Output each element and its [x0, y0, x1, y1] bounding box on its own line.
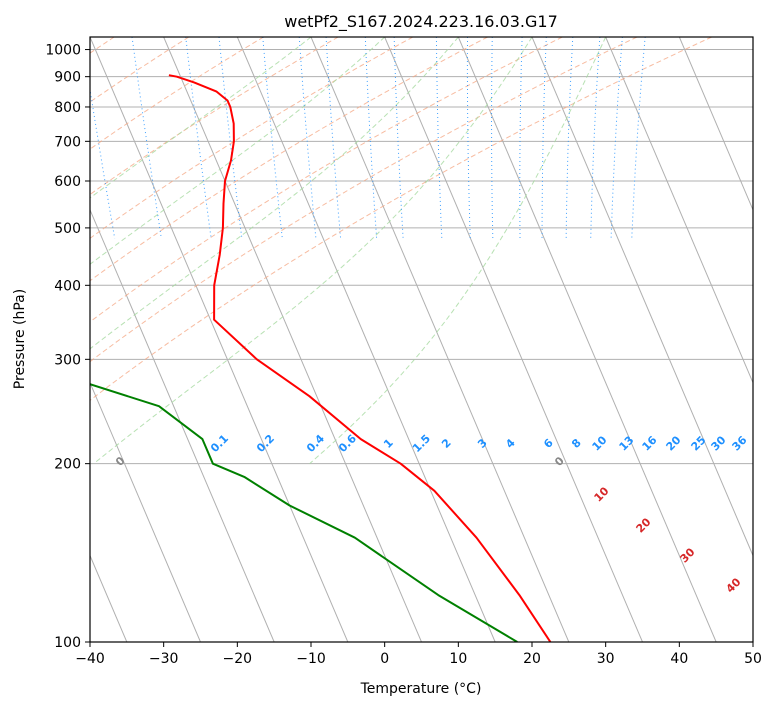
- dry-adiabat-line: [90, 37, 264, 150]
- mixing-ratio-label: 1: [381, 436, 396, 451]
- moist-adiabat-label: 30: [678, 545, 698, 565]
- trace-layer: [90, 74, 552, 642]
- mixing-ratio-label: 0.2: [254, 432, 277, 455]
- mixing-ratio-line: [90, 86, 116, 239]
- isotherm-gridline: [752, 37, 753, 39]
- isotherm-gridline: [163, 37, 422, 642]
- isotherm-gridline: [457, 37, 717, 642]
- dry-adiabat-line: [90, 37, 638, 363]
- y-axis-label: Pressure (hPa): [12, 289, 28, 389]
- x-axis-label: Temperature (°C): [360, 681, 482, 697]
- isotherm-gridline: [90, 381, 201, 642]
- y-tick-label: 600: [54, 174, 81, 190]
- x-tick-label: 40: [670, 651, 688, 667]
- plot-frame: [89, 36, 754, 643]
- mixing-ratio-line: [131, 37, 162, 239]
- y-tick-label: 800: [54, 100, 81, 116]
- y-tick-label: 1000: [45, 43, 81, 59]
- dry-adiabat-label: −10: [0, 414, 27, 441]
- x-tick-label: 10: [449, 651, 467, 667]
- mixing-ratio-line: [325, 37, 342, 239]
- moist-adiabat-line: [90, 37, 312, 199]
- mixing-ratio-label: 4: [503, 436, 518, 451]
- moist-adiabat-label: 40: [724, 575, 744, 595]
- moist-adiabat-line: [93, 37, 533, 465]
- mixing-ratio-label: 25: [689, 434, 709, 454]
- mixing-ratio-line: [610, 37, 623, 239]
- mixing-ratio-label: 20: [664, 433, 684, 453]
- dry-adiabat-line: [90, 37, 339, 196]
- mixing-ratio-label: 36: [730, 433, 750, 453]
- moist-adiabat-line: [90, 37, 386, 265]
- isotherm-gridline: [678, 37, 753, 212]
- x-tick-label: 50: [744, 651, 762, 667]
- x-tick-label: 20: [523, 651, 541, 667]
- moist-adiabat-label: 0: [552, 454, 567, 469]
- moist-adiabat-line: [90, 37, 459, 350]
- mixing-ratio-label: 0.1: [208, 432, 231, 455]
- mixing-ratio-line: [435, 37, 443, 239]
- isotherm-gridline: [384, 37, 643, 642]
- moist-adiabat-label: 10: [592, 484, 612, 504]
- mixing-ratio-label: 10: [590, 433, 610, 453]
- x-tick-label: −10: [296, 651, 326, 667]
- temperature-trace: [168, 74, 552, 642]
- x-tick-label: 0: [380, 651, 389, 667]
- mixing-ratio-label: 16: [640, 433, 660, 453]
- mixing-ratio-line: [631, 37, 646, 239]
- x-tick-label: −40: [75, 651, 105, 667]
- isotherm-gridline: [90, 208, 275, 642]
- y-tick-label: 200: [54, 457, 81, 473]
- dry-adiabat-line: [90, 37, 563, 323]
- mixing-ratio-line: [298, 37, 317, 239]
- mixing-ratio-line: [541, 37, 547, 239]
- y-tick-label: 100: [54, 635, 81, 651]
- mixing-ratio-line: [466, 37, 471, 239]
- grid-lines: [90, 37, 753, 642]
- y-tick-label: 400: [54, 278, 81, 294]
- mixing-ratio-line: [565, 37, 574, 239]
- x-axis-ticks: −40 −30 −20 −10 0 10 20 30 40 50: [75, 642, 762, 667]
- dry-adiabat-line: [90, 37, 712, 401]
- isoline-layer: [90, 37, 712, 465]
- dewpoint-trace: [90, 383, 518, 642]
- y-axis-ticks: 100 200 300 400 500 600 700 800 900 1000: [45, 43, 90, 651]
- mixing-ratio-label: 13: [617, 434, 637, 454]
- moist-adiabat-label: 20: [634, 515, 654, 535]
- mixing-ratio-line: [218, 37, 243, 239]
- y-tick-label: 700: [54, 134, 81, 150]
- isotherm-gridline: [236, 37, 496, 642]
- x-tick-label: 30: [597, 651, 615, 667]
- mixing-ratio-line: [364, 37, 378, 239]
- isotherm-gridline: [605, 37, 753, 384]
- mixing-ratio-line: [519, 37, 523, 239]
- mixing-ratio-label: 3: [475, 436, 490, 451]
- mixing-ratio-line: [393, 37, 404, 239]
- mixing-ratio-label: 8: [569, 436, 584, 451]
- isoline-label-layer: −100−90−80−70−60−50−40−30−20−10001020304…: [0, 414, 750, 596]
- x-tick-label: −30: [149, 651, 179, 667]
- y-tick-label: 500: [54, 221, 81, 237]
- mixing-ratio-label: 30: [709, 433, 729, 453]
- dry-adiabat-line: [90, 37, 488, 282]
- moist-adiabat-line: [309, 37, 607, 465]
- isotherm-gridline: [90, 37, 349, 642]
- y-tick-label: 900: [54, 70, 81, 86]
- dry-adiabat-line: [90, 37, 414, 239]
- isotherm-gridline: [310, 37, 570, 642]
- mixing-ratio-label: 2: [439, 436, 454, 451]
- mixing-ratio-line: [262, 37, 283, 239]
- dry-adiabat-line: [90, 37, 190, 103]
- mixing-ratio-label: 6: [541, 436, 556, 451]
- isotherm-gridline: [531, 37, 753, 557]
- x-tick-label: −20: [223, 651, 253, 667]
- chart-title: wetPf2_S167.2024.223.16.03.G17: [284, 12, 558, 32]
- mixing-ratio-line: [590, 37, 601, 239]
- y-tick-label: 300: [54, 352, 81, 368]
- mixing-ratio-line: [185, 37, 212, 239]
- mixing-ratio-line: [491, 37, 494, 239]
